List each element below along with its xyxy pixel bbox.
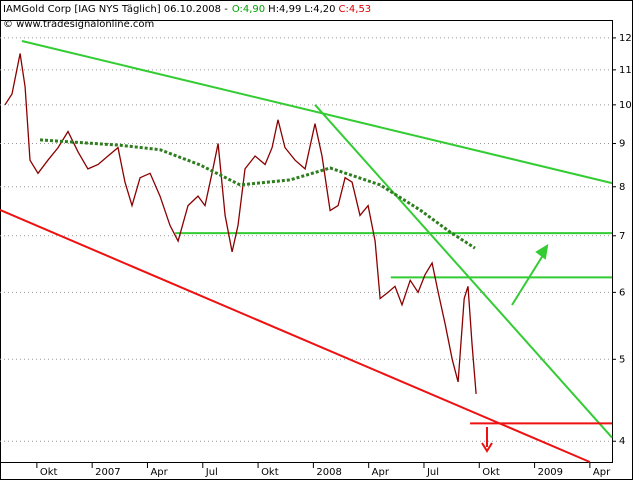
subtitle: © www.tradesignalonline.com	[3, 19, 154, 30]
down-arrow	[481, 427, 493, 453]
x-tick-label: 2008	[316, 467, 341, 478]
x-tick-label: 2007	[95, 467, 120, 478]
ohlc-value: C:4,53	[339, 4, 372, 15]
moving-average	[39, 138, 476, 250]
x-tick-label: Okt	[40, 467, 58, 478]
x-tick-label: Apr	[150, 467, 168, 478]
plot-area	[0, 20, 613, 463]
y-tick-label: 11	[619, 65, 632, 76]
price-line	[4, 53, 477, 394]
ohlc-value: H:4,99	[268, 4, 301, 15]
y-tick-label: 4	[619, 436, 625, 447]
x-tick-label: Jul	[426, 467, 439, 478]
x-tick-label: Jul	[205, 467, 218, 478]
x-tick-label: Okt	[261, 467, 279, 478]
y-tick-label: 5	[619, 354, 625, 365]
x-tick-label: 2009	[538, 467, 563, 478]
x-tick-label: Apr	[372, 467, 390, 478]
ohlc-value: O:4,90	[232, 4, 265, 15]
ohlc-value: L:4,20	[304, 4, 335, 15]
y-tick-label: 9	[619, 139, 625, 150]
up-arrow	[511, 244, 549, 306]
y-tick-label: 7	[619, 231, 625, 242]
trendline	[21, 40, 613, 185]
x-tick-label: Apr	[593, 467, 611, 478]
trendline	[0, 209, 591, 463]
y-tick-label: 8	[619, 182, 625, 193]
y-tick-label: 6	[619, 287, 625, 298]
chart-title: IAMGold Corp [IAG NYS Täglich] 06.10.200…	[3, 4, 228, 15]
y-tick-label: 12	[619, 33, 632, 44]
x-tick-label: Okt	[482, 467, 500, 478]
y-tick-label: 10	[619, 100, 632, 111]
trendline	[314, 104, 613, 439]
